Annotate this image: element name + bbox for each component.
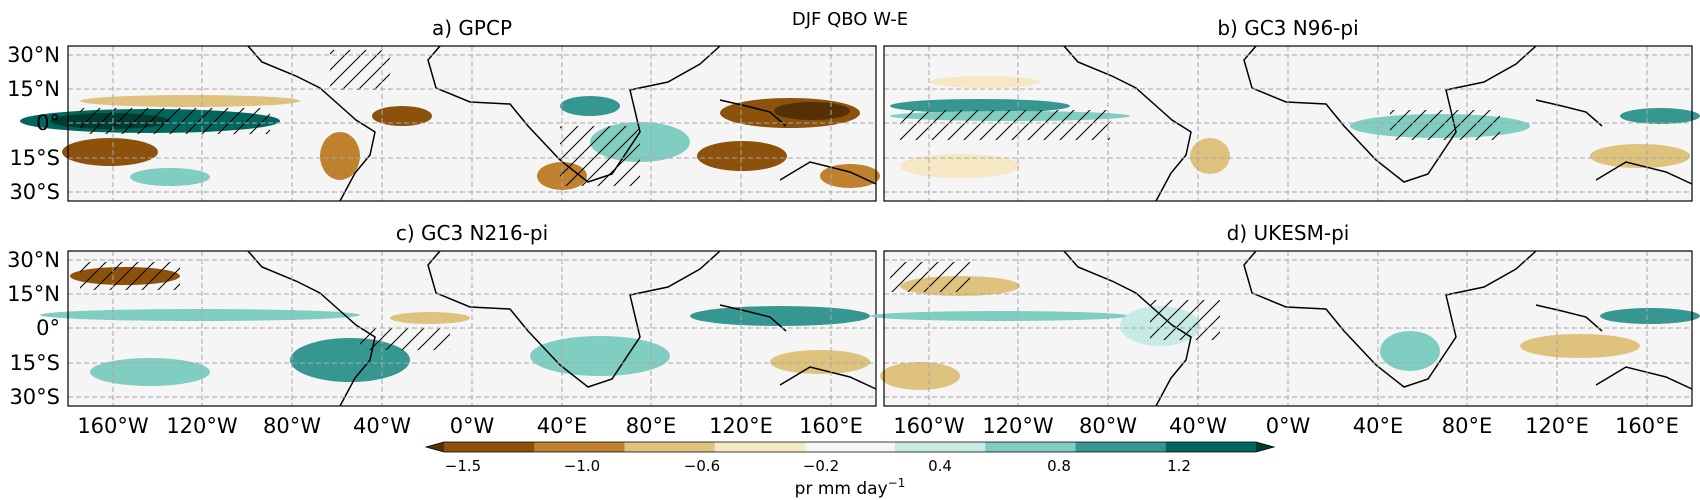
colorbar-segment (444, 442, 535, 452)
lat-tick-label: 15°S (9, 146, 60, 170)
coastlines (1063, 250, 1693, 407)
panel-title-c: c) GC3 N216-pi (396, 221, 548, 245)
lat-labels-a: 30°N 15°N 0° 15°S 30°S (7, 43, 60, 204)
lon-tick-label: 40°W (353, 414, 411, 438)
hatching (80, 50, 640, 186)
coastlines (1063, 45, 1693, 202)
colorbar-tick-label: 0.8 (1047, 457, 1071, 475)
colorbar-segment (1075, 442, 1167, 452)
lat-tick-label: 30°N (7, 248, 60, 272)
map-panel-b (883, 45, 1700, 202)
colorbar-tick-labels: −1.5 −1.0 −0.6 −0.2 0.4 0.8 1.2 (445, 457, 1191, 475)
panel-b: b) GC3 N96-pi (883, 16, 1700, 202)
colorbar-segment (714, 442, 806, 452)
grid-lines-c (68, 251, 876, 406)
lon-tick-label: 0°W (450, 414, 495, 438)
colorbar-title-main: pr mm day (795, 479, 888, 499)
lon-tick-label: 120°W (166, 414, 238, 438)
lon-tick-label: 120°E (1525, 414, 1589, 438)
lon-tick-label: 160°E (799, 414, 863, 438)
colorbar: −1.5 −1.0 −0.6 −0.2 0.4 0.8 1.2 pr mm da… (424, 441, 1276, 499)
lat-tick-label: 15°N (7, 77, 60, 101)
coastlines (247, 45, 877, 202)
colorbar-tick-label: 1.2 (1167, 457, 1191, 475)
panel-title-a: a) GPCP (432, 16, 512, 40)
panel-frame (67, 45, 877, 202)
lat-labels-c: 30°N 15°N 0° 15°S 30°S (7, 248, 60, 409)
hatching (80, 262, 450, 350)
colorbar-tick-label: −1.0 (564, 457, 600, 475)
colorbar-tick-label: −0.2 (803, 457, 839, 475)
colorbar-segments (424, 441, 1276, 453)
grid-lines-d (884, 251, 1692, 406)
colorbar-tick-label: −0.6 (684, 457, 720, 475)
lon-tick-label: 40°E (1353, 414, 1404, 438)
colorbar-segment (804, 442, 896, 452)
panel-frame (883, 45, 1693, 202)
lat-tick-label: 30°S (9, 385, 60, 409)
panel-a: a) GPCP (7, 16, 880, 204)
colorbar-outline (424, 441, 1276, 453)
panel-frame (883, 250, 1693, 407)
lat-tick-label: 0° (36, 316, 60, 340)
map-panel-d (870, 250, 1700, 407)
lat-tick-label: 15°S (9, 351, 60, 375)
lon-tick-label: 80°E (626, 414, 677, 438)
lon-tick-label: 160°W (893, 414, 965, 438)
hatching (890, 262, 1220, 340)
panel-d: d) UKESM-pi (870, 221, 1700, 438)
colorbar-segment (895, 442, 986, 452)
lon-labels-c: 160°W 120°W 80°W 40°W 0°W 40°E 80°E 120°… (77, 414, 863, 438)
panel-frame (67, 250, 877, 407)
lon-labels-d: 160°W 120°W 80°W 40°W 0°W 40°E 80°E 120°… (893, 414, 1679, 438)
colorbar-segment (985, 442, 1077, 452)
colorbar-extend-max (1256, 442, 1274, 452)
lon-tick-label: 160°E (1615, 414, 1679, 438)
lon-tick-label: 80°W (1079, 414, 1137, 438)
lat-tick-label: 0° (36, 111, 60, 135)
lat-tick-label: 15°N (7, 282, 60, 306)
grid-lines-b (884, 46, 1692, 201)
lon-tick-label: 120°E (709, 414, 773, 438)
map-panel-a (20, 45, 880, 202)
hatching (900, 110, 1500, 140)
coastlines (247, 250, 877, 407)
colorbar-segment (534, 442, 625, 452)
lon-tick-label: 80°W (263, 414, 321, 438)
panel-title-d: d) UKESM-pi (1227, 221, 1350, 245)
colorbar-segment (1165, 442, 1257, 452)
panel-c: c) GC3 N216-pi (7, 221, 877, 438)
lon-tick-label: 160°W (77, 414, 149, 438)
lon-tick-label: 40°E (537, 414, 588, 438)
colorbar-tick-label: 0.4 (928, 457, 952, 475)
panel-title-b: b) GC3 N96-pi (1217, 16, 1358, 40)
lon-tick-label: 80°E (1442, 414, 1493, 438)
lat-tick-label: 30°S (9, 180, 60, 204)
grid-lines-a (68, 46, 876, 201)
colorbar-extend-min (426, 442, 444, 452)
map-panel-c (40, 250, 877, 407)
colorbar-title: pr mm day−1 (795, 476, 906, 499)
figure-suptitle: DJF QBO W-E (792, 9, 908, 30)
colorbar-tick-label: −1.5 (445, 457, 481, 475)
lat-tick-label: 30°N (7, 43, 60, 67)
lon-tick-label: 120°W (982, 414, 1054, 438)
lon-tick-label: 0°W (1266, 414, 1311, 438)
colorbar-segment (624, 442, 716, 452)
lon-tick-label: 40°W (1169, 414, 1227, 438)
colorbar-title-exponent: −1 (888, 476, 906, 490)
